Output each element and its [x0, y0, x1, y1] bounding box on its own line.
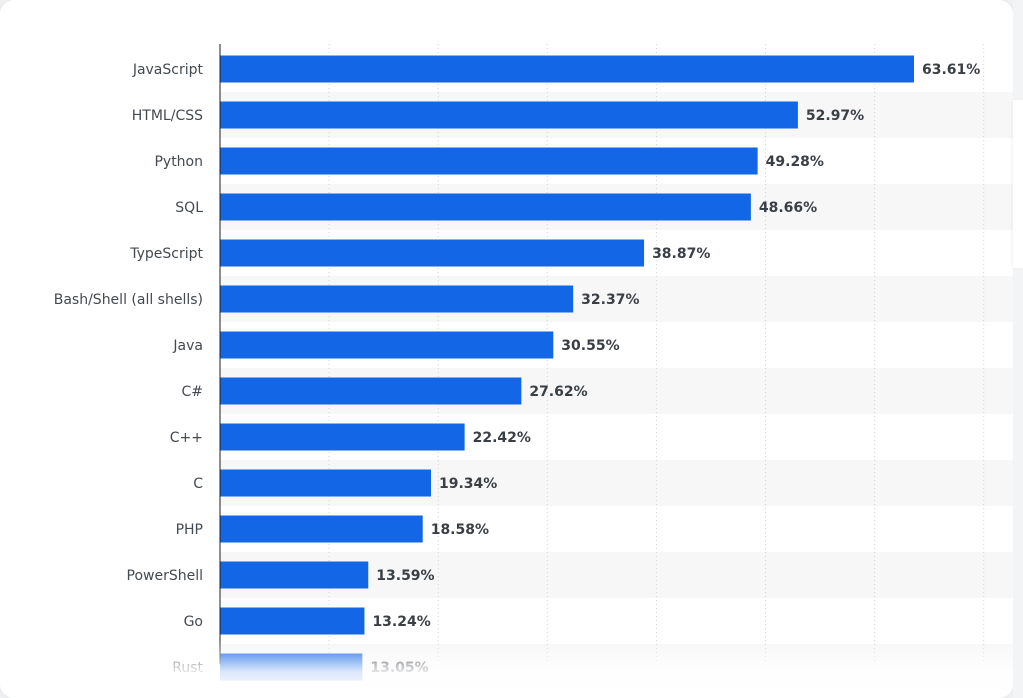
value-label: 32.37% [581, 292, 639, 308]
category-label: C [193, 476, 203, 492]
bar [220, 423, 465, 451]
category-label: HTML/CSS [132, 108, 203, 124]
category-label: SQL [175, 200, 203, 216]
category-label: JavaScript [132, 62, 204, 78]
right-edge-panel [1013, 0, 1023, 698]
category-label: PHP [176, 522, 203, 538]
value-label: 22.42% [473, 430, 531, 446]
value-label: 18.58% [431, 522, 489, 538]
value-label: 30.55% [561, 338, 619, 354]
bar [220, 607, 365, 635]
category-label: C# [181, 384, 203, 400]
value-label: 38.87% [652, 246, 710, 262]
bar [220, 193, 751, 221]
category-label: C++ [170, 430, 203, 446]
bar [220, 331, 554, 359]
bar [220, 515, 423, 543]
bar [220, 561, 369, 589]
value-label: 19.34% [439, 476, 497, 492]
value-label: 13.24% [372, 614, 430, 630]
value-label: 13.59% [376, 568, 434, 584]
value-label: 49.28% [766, 154, 824, 170]
bar [220, 285, 574, 313]
bar [220, 377, 522, 405]
bar [220, 239, 645, 267]
value-label: 27.62% [529, 384, 587, 400]
category-label: Rust [172, 660, 203, 676]
value-label: 52.97% [806, 108, 864, 124]
category-label: TypeScript [129, 246, 203, 262]
bar [220, 55, 914, 83]
category-label: Bash/Shell (all shells) [54, 292, 203, 308]
category-label: Go [184, 614, 203, 630]
bar [220, 469, 431, 497]
bar [220, 653, 363, 681]
value-label: 48.66% [759, 200, 817, 216]
category-label: PowerShell [127, 568, 203, 584]
bar [220, 101, 798, 129]
category-label: Python [154, 154, 203, 170]
bar [220, 147, 758, 175]
value-label: 63.61% [922, 62, 980, 78]
category-label: Java [172, 338, 203, 354]
side-panel-tab[interactable] [1013, 100, 1023, 268]
value-label: 13.05% [370, 660, 428, 676]
